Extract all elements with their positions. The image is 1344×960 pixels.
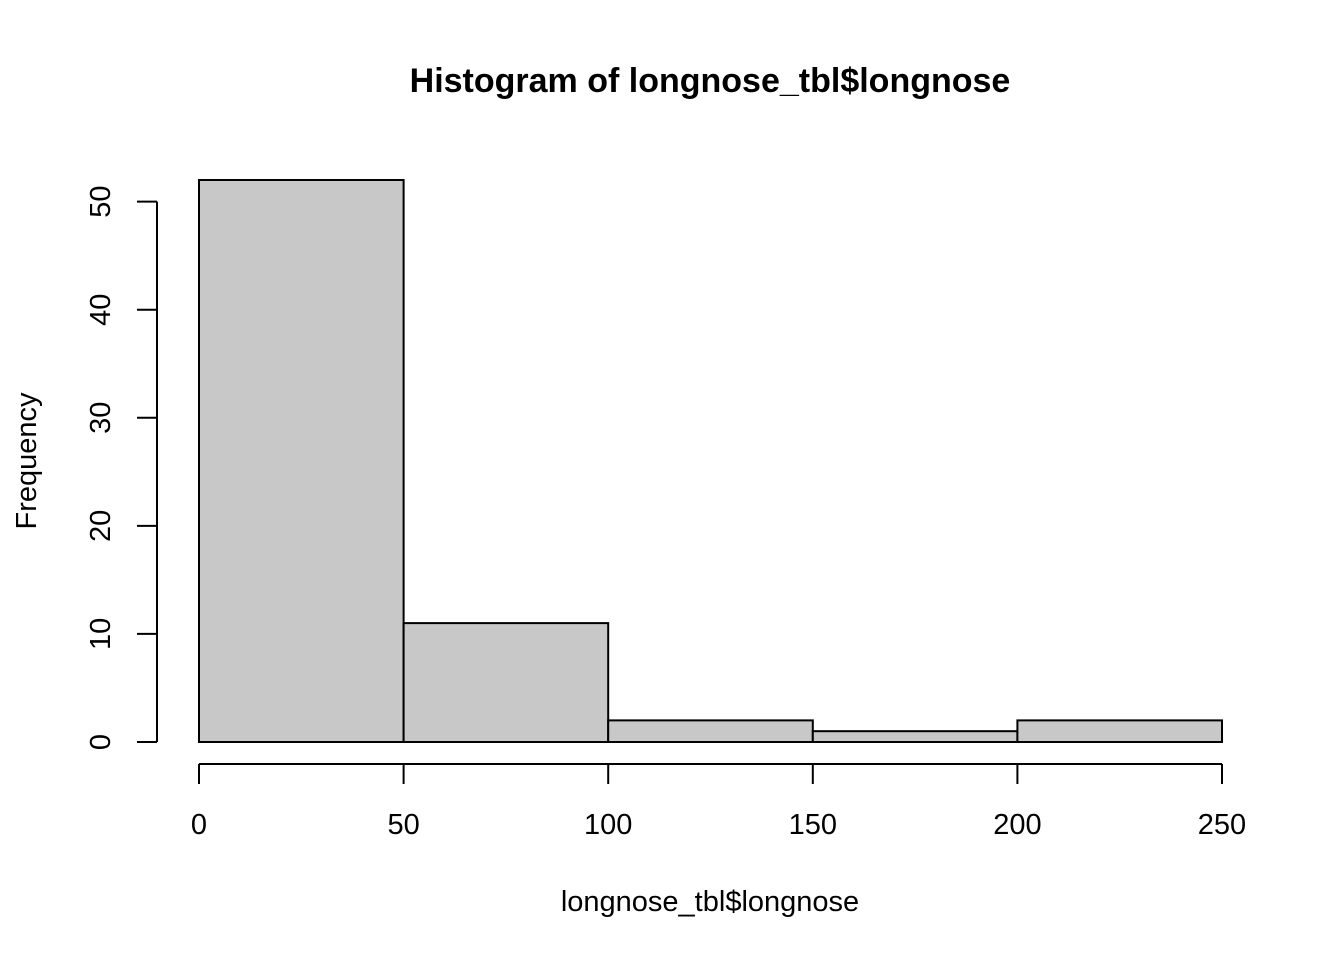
bar-150-200 [811,730,1019,744]
x-tick-label-200: 200 [993,809,1041,841]
x-axis: 0 50 100 150 200 250 [191,763,1246,841]
bar-100-150 [607,719,814,744]
x-axis-label: longnose_tbl$longnose [561,886,859,918]
bar-200-250 [1016,719,1224,744]
x-tick-label-150: 150 [789,809,837,841]
chart-title: Histogram of longnose_tbl$longnose [410,62,1011,100]
y-axis-label: Frequency [11,392,43,530]
x-tick-label-50: 50 [387,809,419,841]
y-tick-label-40: 40 [85,294,117,326]
y-tick-label-50: 50 [85,185,117,217]
bar-0-50 [198,179,405,743]
bars-group [198,179,1224,744]
x-tick-label-0: 0 [191,809,207,841]
y-axis: 0 10 20 30 40 50 [85,185,158,750]
y-tick-label-10: 10 [85,618,117,650]
x-tick-label-250: 250 [1198,809,1246,841]
y-tick-label-20: 20 [85,510,117,542]
bar-50-100 [402,622,610,743]
x-tick-label-100: 100 [584,809,632,841]
y-tick-label-0: 0 [85,734,117,750]
y-tick-label-30: 30 [85,402,117,434]
